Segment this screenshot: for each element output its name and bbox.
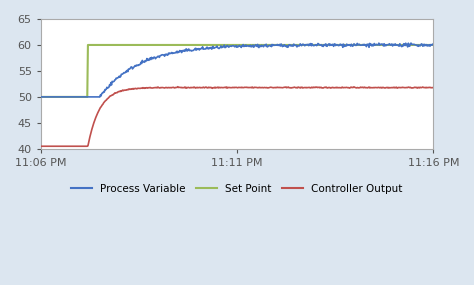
- Legend: Process Variable, Set Point, Controller Output: Process Variable, Set Point, Controller …: [67, 180, 407, 198]
